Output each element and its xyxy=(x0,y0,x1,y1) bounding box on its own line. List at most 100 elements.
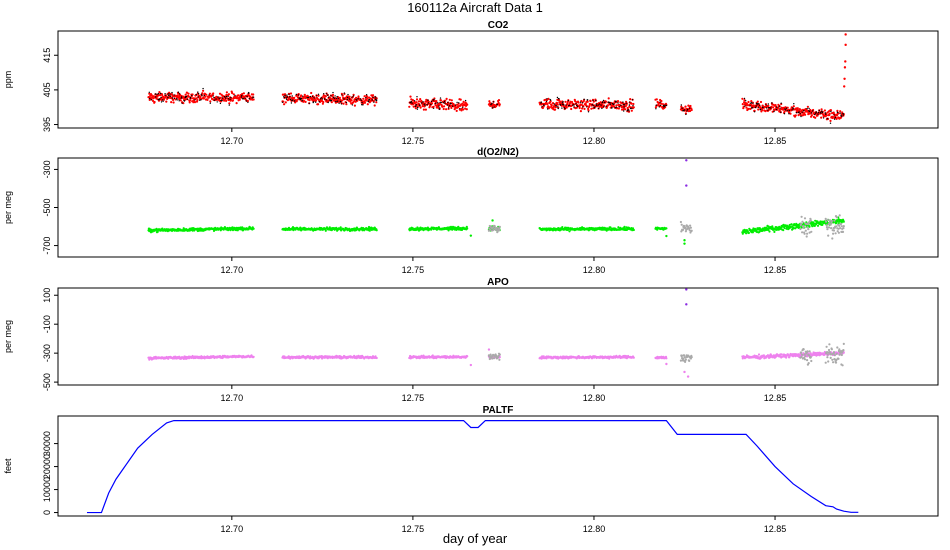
data-point xyxy=(797,114,800,117)
data-point xyxy=(374,95,376,98)
data-point xyxy=(290,102,293,104)
data-point xyxy=(252,93,255,96)
data-point xyxy=(408,105,411,108)
data-point xyxy=(368,99,371,101)
data-point xyxy=(457,225,460,228)
data-point xyxy=(844,33,847,36)
data-point xyxy=(830,110,832,113)
data-point xyxy=(150,99,153,101)
data-point xyxy=(798,226,801,229)
data-point xyxy=(179,99,182,102)
data-point xyxy=(836,109,839,112)
data-point xyxy=(680,104,682,106)
data-point xyxy=(155,96,157,98)
data-point xyxy=(176,98,178,100)
data-point xyxy=(689,226,693,229)
data-point xyxy=(448,105,451,107)
data-point xyxy=(460,109,463,112)
y-tick-label: -500 xyxy=(42,198,52,216)
data-point xyxy=(293,96,296,99)
data-point xyxy=(156,93,158,95)
data-point xyxy=(252,227,255,230)
data-point xyxy=(197,91,199,93)
data-point xyxy=(829,219,832,222)
data-point xyxy=(565,104,567,106)
data-point xyxy=(301,100,303,102)
data-point xyxy=(230,96,232,99)
data-point xyxy=(169,93,171,95)
data-point xyxy=(169,95,171,98)
data-point xyxy=(489,353,492,356)
data-point xyxy=(815,111,818,113)
data-point xyxy=(200,99,202,101)
data-point xyxy=(331,93,335,96)
data-point xyxy=(842,114,845,116)
data-point xyxy=(343,92,346,94)
data-point xyxy=(332,96,335,99)
data-point xyxy=(799,114,803,117)
data-point xyxy=(581,107,584,110)
data-point xyxy=(343,98,345,100)
data-point xyxy=(788,109,790,112)
data-point xyxy=(784,109,786,111)
data-point xyxy=(830,227,833,230)
data-point xyxy=(632,105,634,107)
data-point xyxy=(434,104,437,107)
data-point xyxy=(683,354,686,357)
data-point xyxy=(229,98,231,101)
data-point xyxy=(607,97,610,100)
data-point xyxy=(413,102,416,105)
data-point xyxy=(449,104,453,107)
data-point xyxy=(493,106,495,108)
data-point xyxy=(424,104,426,107)
data-point xyxy=(247,101,249,104)
data-point xyxy=(491,102,493,105)
data-point xyxy=(417,100,421,103)
data-point xyxy=(582,106,584,108)
data-point xyxy=(840,225,843,228)
data-point xyxy=(221,97,224,99)
data-point xyxy=(665,362,668,366)
data-point xyxy=(570,107,573,111)
data-point xyxy=(804,229,807,232)
data-point xyxy=(792,226,795,229)
y-tick-label: -700 xyxy=(42,237,52,255)
data-point xyxy=(604,101,606,104)
data-point xyxy=(767,104,770,107)
data-point xyxy=(308,102,310,105)
data-point xyxy=(684,358,688,361)
data-point xyxy=(330,101,333,104)
data-point xyxy=(662,105,665,107)
data-point xyxy=(790,223,793,226)
data-point xyxy=(497,354,500,358)
data-point xyxy=(609,226,612,229)
data-point xyxy=(365,99,368,102)
data-point xyxy=(189,99,192,102)
data-point xyxy=(768,107,771,109)
series-line xyxy=(86,419,859,514)
data-point xyxy=(195,93,197,96)
data-point xyxy=(209,102,211,104)
data-point xyxy=(310,91,313,95)
data-point xyxy=(741,97,744,100)
data-point xyxy=(469,363,473,367)
data-point xyxy=(361,104,363,106)
data-point xyxy=(597,107,600,110)
data-point xyxy=(681,107,683,109)
data-point xyxy=(838,214,841,217)
data-point xyxy=(212,92,215,95)
data-point xyxy=(561,107,563,109)
data-point xyxy=(199,99,201,102)
data-point xyxy=(839,222,843,225)
data-point xyxy=(686,110,688,112)
data-point xyxy=(424,108,427,111)
data-point xyxy=(820,116,823,119)
data-point xyxy=(822,353,826,357)
data-point xyxy=(414,107,417,110)
data-point xyxy=(462,108,465,111)
data-point xyxy=(836,346,839,349)
outlier-point xyxy=(685,184,688,187)
data-point xyxy=(683,109,686,111)
series-points xyxy=(147,216,845,245)
data-point xyxy=(415,101,418,104)
